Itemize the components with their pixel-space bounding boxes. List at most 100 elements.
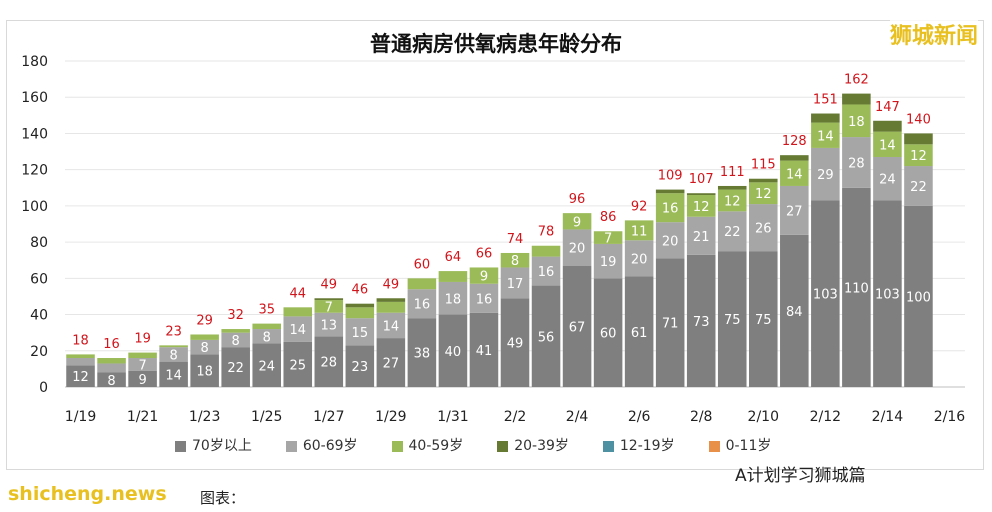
bar-segment xyxy=(624,240,654,277)
bar-segment xyxy=(873,200,902,387)
segment-label: 40 xyxy=(445,345,462,360)
bar-segment xyxy=(66,365,95,387)
bar-segment xyxy=(873,120,902,132)
segment-label: 15 xyxy=(352,326,369,341)
segment-label: 23 xyxy=(352,360,369,375)
bar-segment xyxy=(97,358,126,364)
watermark: shicheng.news xyxy=(8,483,167,505)
segment-label: 18 xyxy=(445,292,462,307)
logo: 狮城新闻 xyxy=(889,18,978,50)
segment-label: 18 xyxy=(196,365,213,380)
y-tick-label: 40 xyxy=(30,308,48,324)
bar-segment xyxy=(842,93,871,105)
bar-segment xyxy=(904,166,933,206)
bar-segment xyxy=(283,316,313,342)
legend-label: 40-59岁 xyxy=(408,438,464,454)
bar-segment xyxy=(624,220,654,241)
x-tick-label: 2/4 xyxy=(566,409,589,425)
segment-label: 8 xyxy=(511,254,519,269)
bar-segment xyxy=(190,354,219,387)
total-label: 32 xyxy=(227,308,244,323)
total-label: 86 xyxy=(600,210,617,225)
total-label: 19 xyxy=(134,332,151,347)
segment-label: 12 xyxy=(72,370,89,385)
segment-label: 16 xyxy=(662,202,679,217)
bar-segment xyxy=(562,265,592,387)
bar-segment xyxy=(593,243,623,279)
y-tick-label: 0 xyxy=(39,380,48,396)
total-label: 109 xyxy=(658,169,683,184)
legend-swatch xyxy=(391,441,403,452)
bar-segment xyxy=(811,122,840,148)
bar-segment xyxy=(66,358,95,366)
segment-label: 8 xyxy=(263,330,271,345)
segment-label: 27 xyxy=(383,357,400,372)
bar-segment xyxy=(655,222,685,259)
bar-segment xyxy=(717,251,747,387)
y-tick-label: 180 xyxy=(21,54,48,70)
bar-segment xyxy=(749,182,778,205)
segment-label: 27 xyxy=(786,204,803,219)
segment-label: 16 xyxy=(476,292,493,307)
bar-segment xyxy=(500,267,530,299)
bar-segment xyxy=(314,298,344,301)
bar-segment xyxy=(314,336,344,387)
bar-segment xyxy=(407,278,437,290)
total-label: 49 xyxy=(321,277,338,292)
bar-segment xyxy=(780,234,809,387)
y-tick-label: 140 xyxy=(21,126,48,142)
segment-label: 24 xyxy=(879,173,896,188)
segment-label: 16 xyxy=(414,298,431,313)
legend-item: 0-11岁 xyxy=(708,438,771,455)
bar-segment xyxy=(500,252,530,268)
bar-segment xyxy=(128,370,157,387)
bar-segment xyxy=(376,298,406,302)
x-tick-label: 2/8 xyxy=(690,409,713,425)
bar-segment xyxy=(904,205,933,387)
segment-label: 71 xyxy=(662,317,679,332)
total-label: 46 xyxy=(352,283,369,298)
segment-label: 11 xyxy=(631,224,648,239)
total-label: 147 xyxy=(875,100,900,115)
segment-label: 8 xyxy=(107,374,115,389)
bar-segment xyxy=(345,318,375,346)
segment-label: 73 xyxy=(693,315,710,330)
total-label: 107 xyxy=(689,172,714,187)
total-label: 66 xyxy=(476,246,493,261)
segment-label: 49 xyxy=(507,337,524,352)
total-label: 29 xyxy=(196,313,213,328)
segment-label: 22 xyxy=(724,225,741,240)
legend-label: 12-19岁 xyxy=(619,438,675,454)
bar-segment xyxy=(97,363,126,373)
bar-segment xyxy=(531,285,561,387)
segment-label: 14 xyxy=(817,129,834,144)
y-tick-label: 60 xyxy=(30,271,48,287)
total-label: 60 xyxy=(414,257,431,272)
bar-segment xyxy=(780,185,809,235)
legend-swatch xyxy=(285,441,297,452)
x-tick-label: 1/27 xyxy=(313,409,344,425)
bar-segment xyxy=(904,144,933,167)
segment-label: 20 xyxy=(569,242,586,257)
segment-label: 14 xyxy=(289,323,306,338)
bar-segment xyxy=(128,352,157,359)
total-label: 64 xyxy=(445,250,462,265)
x-tick-label: 1/29 xyxy=(375,409,406,425)
x-tick-label: 2/10 xyxy=(748,409,779,425)
bar-segment xyxy=(159,347,188,362)
bar-segment xyxy=(500,298,530,387)
segment-label: 103 xyxy=(875,288,900,303)
segment-label: 28 xyxy=(848,156,865,171)
total-label: 111 xyxy=(720,165,745,180)
segment-label: 110 xyxy=(844,281,869,296)
bar-segment xyxy=(531,245,561,257)
segment-label: 20 xyxy=(662,234,679,249)
bar-segment xyxy=(283,307,313,317)
bar-segment xyxy=(562,213,592,230)
bar-segment xyxy=(593,231,623,244)
bar-segment xyxy=(190,339,219,355)
x-tick-label: 1/25 xyxy=(251,409,282,425)
caption: 图表： xyxy=(200,489,246,507)
segment-label: 8 xyxy=(201,341,209,356)
segment-label: 9 xyxy=(480,270,488,285)
